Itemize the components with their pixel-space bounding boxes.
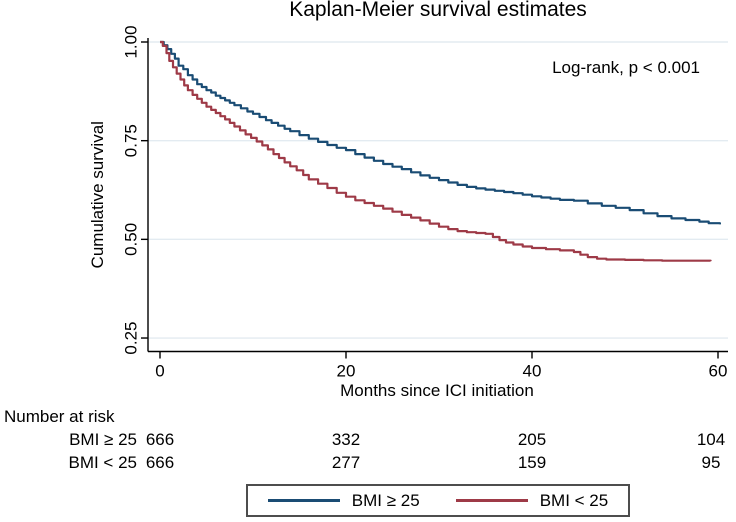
legend-line-swatch xyxy=(455,499,528,502)
risk-value: 104 xyxy=(696,430,726,449)
legend-label: BMI ≥ 25 xyxy=(351,490,420,510)
km-curve-bmi-ge-25 xyxy=(160,40,721,225)
risk-value: 159 xyxy=(517,453,547,472)
legend-item: BMI ≥ 25 xyxy=(267,490,420,511)
x-tick-label: 20 xyxy=(337,362,356,381)
x-axis-title: Months since ICI initiation xyxy=(340,381,534,400)
risk-value: 277 xyxy=(331,453,361,472)
risk-value: 332 xyxy=(331,430,361,449)
legend-label: BMI < 25 xyxy=(539,490,609,510)
risk-row-label: BMI ≥ 25 xyxy=(69,430,137,449)
risk-value: 205 xyxy=(517,430,547,449)
risk-value: 95 xyxy=(701,453,721,472)
legend-box: BMI ≥ 25 BMI < 25 xyxy=(246,484,630,517)
logrank-annotation: Log-rank, p < 0.001 xyxy=(552,58,700,77)
legend-item: BMI < 25 xyxy=(455,490,609,511)
y-tick-label: 0.50 xyxy=(122,223,141,256)
x-tick-label: 40 xyxy=(523,362,542,381)
risk-table-heading: Number at risk xyxy=(4,407,115,426)
legend-line-swatch xyxy=(267,499,340,502)
y-axis-title: Cumulative survival xyxy=(88,121,107,268)
y-tick-label: 1.00 xyxy=(122,25,141,58)
risk-value: 666 xyxy=(145,430,175,449)
x-tick-label: 60 xyxy=(709,362,728,381)
risk-value: 666 xyxy=(145,453,175,472)
x-tick-label: 0 xyxy=(155,362,164,381)
y-tick-label: 0.25 xyxy=(122,321,141,354)
y-tick-label: 0.75 xyxy=(122,124,141,157)
chart-title: Kaplan-Meier survival estimates xyxy=(289,0,587,21)
km-curve-bmi-lt-25 xyxy=(160,40,712,262)
risk-row-label: BMI < 25 xyxy=(68,453,137,472)
